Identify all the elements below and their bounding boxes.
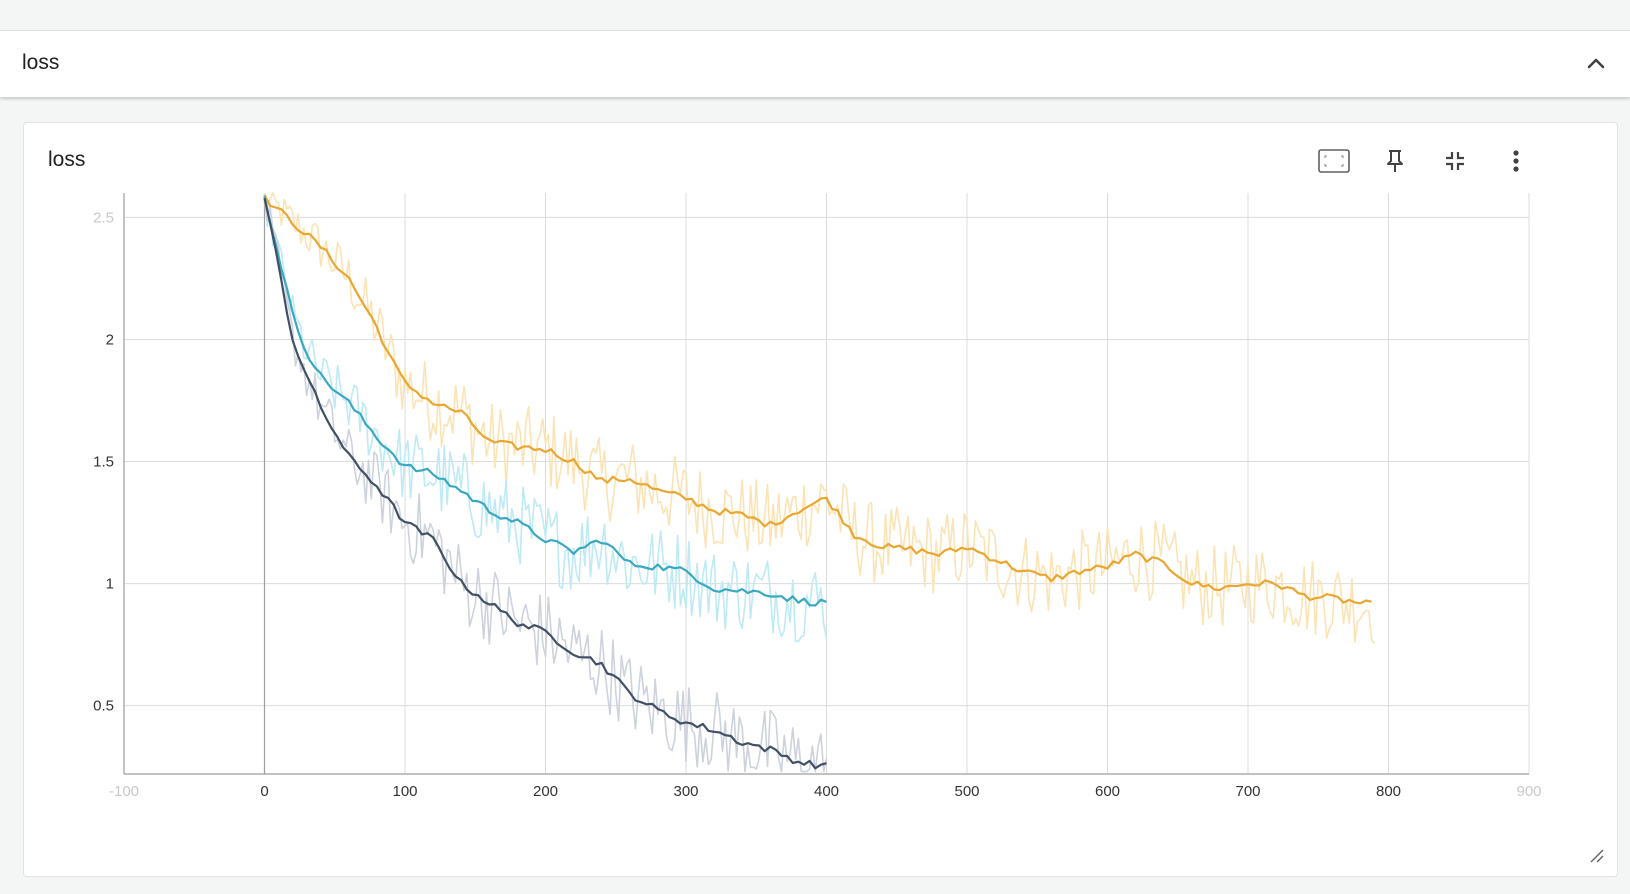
section-title: loss bbox=[22, 51, 60, 74]
fit-domain-icon bbox=[1318, 149, 1350, 173]
pin-button[interactable] bbox=[1377, 143, 1413, 179]
x-tick-label: 500 bbox=[954, 783, 979, 800]
resize-handle[interactable] bbox=[1587, 846, 1605, 864]
loss-chart[interactable]: -100 0 100 200 300 400 500 600 700 800 900 0.5 1 1.5… bbox=[24, 123, 1617, 876]
x-tick-label: 100 bbox=[392, 783, 417, 800]
chevron-up-icon bbox=[1587, 58, 1605, 69]
raw-series-line-2 bbox=[263, 200, 828, 773]
x-tick-label: 800 bbox=[1376, 783, 1401, 800]
x-tick-label: 400 bbox=[814, 783, 839, 800]
y-tick-label: 1.5 bbox=[93, 454, 114, 471]
more-actions-button[interactable] bbox=[1498, 143, 1534, 179]
x-tick-label: -100 bbox=[109, 783, 139, 800]
y-tick-label: 1 bbox=[106, 576, 114, 593]
smoothed-series-line-2 bbox=[263, 197, 827, 770]
smoothed-series-layer bbox=[263, 194, 1372, 770]
fit-domain-button[interactable] bbox=[1316, 143, 1352, 179]
y-tick-label: 2 bbox=[106, 331, 114, 348]
card-title: loss bbox=[48, 148, 86, 171]
collapse-section-button[interactable] bbox=[1582, 49, 1610, 77]
exit-fullsize-button[interactable] bbox=[1437, 143, 1473, 179]
x-tick-label: 0 bbox=[260, 783, 268, 800]
smoothed-series-line-1 bbox=[263, 195, 827, 607]
pin-icon bbox=[1387, 150, 1403, 172]
raw-series-line-0 bbox=[263, 192, 1376, 644]
raw-series-line-1 bbox=[263, 192, 828, 643]
resize-icon bbox=[1590, 849, 1604, 863]
y-tick-labels: 0.5 1 1.5 2 2.5 bbox=[93, 209, 114, 714]
x-tick-label: 600 bbox=[1095, 783, 1120, 800]
collapse-fullscreen-icon bbox=[1446, 152, 1464, 170]
x-tick-label: 900 bbox=[1516, 783, 1541, 800]
more-vert-icon bbox=[1513, 150, 1519, 172]
raw-series-layer bbox=[263, 192, 1376, 773]
x-tick-label: 300 bbox=[673, 783, 698, 800]
smoothed-series-line-0 bbox=[263, 194, 1372, 605]
chart-grid bbox=[123, 193, 1530, 774]
top-sliver bbox=[0, 0, 1630, 31]
y-tick-label: 2.5 bbox=[93, 209, 114, 226]
x-tick-label: 700 bbox=[1235, 783, 1260, 800]
x-tick-label: 200 bbox=[533, 783, 558, 800]
y-tick-label: 0.5 bbox=[93, 698, 114, 715]
x-tick-labels: -100 0 100 200 300 400 500 600 700 800 900 bbox=[109, 783, 1542, 800]
chart-axes bbox=[123, 193, 1529, 775]
scalar-card: -100 0 100 200 300 400 500 600 700 800 900 0.5 1 1.5… bbox=[23, 122, 1618, 877]
section-header: loss bbox=[0, 31, 1630, 97]
